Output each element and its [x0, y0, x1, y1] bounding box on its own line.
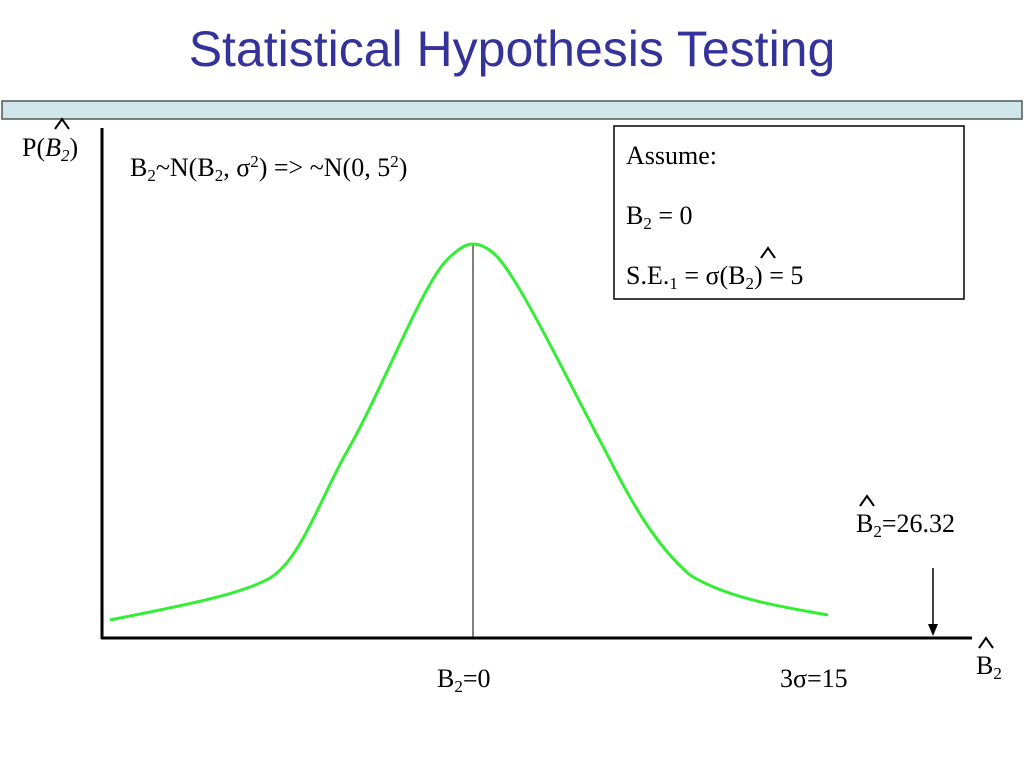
assume-heading: Assume:	[626, 141, 717, 170]
formula-part: 2	[250, 152, 259, 171]
header-band	[1, 100, 1023, 120]
formula-part: 2	[147, 166, 156, 185]
assume-part: B	[626, 201, 643, 230]
formula-part: ) => ~N(0, 5	[259, 153, 391, 182]
assume-part: = 0	[652, 201, 693, 230]
x-label-part: =0	[463, 664, 491, 693]
x-label-part: B	[437, 664, 454, 693]
label-part: P(	[22, 133, 45, 162]
x-label-part: 2	[454, 677, 463, 696]
formula: B2~N(B2, σ2) => ~N(0, 52)	[130, 152, 407, 185]
assume-part: 2	[643, 214, 652, 233]
formula-part: )	[399, 153, 408, 182]
label-part: )	[70, 133, 79, 162]
x-axis-label: B2	[976, 651, 1002, 683]
x-label-center: B2=0	[437, 664, 491, 696]
formula-part: , σ	[223, 153, 250, 182]
estimate-part: B	[856, 509, 873, 538]
assume-part: = σ(B	[678, 261, 746, 290]
formula-part: ~N(B	[156, 153, 215, 182]
x-axis-label-part: B	[976, 651, 993, 680]
assume-line: S.E.1 = σ(B2) = 5	[626, 261, 803, 293]
assume-part: S.E.	[626, 261, 669, 290]
assume-box	[613, 125, 965, 300]
estimate-part: 2	[873, 522, 882, 541]
label-part: 2	[61, 146, 70, 165]
formula-part: B	[130, 153, 147, 182]
formula-part: 2	[390, 152, 399, 171]
hat	[978, 636, 994, 649]
estimate-part: =26.32	[882, 509, 955, 538]
assume-part: 1	[669, 274, 678, 293]
arrowhead	[928, 624, 938, 636]
x-label-right: 3σ=15	[780, 664, 848, 693]
hat	[54, 117, 70, 130]
assume-part: 2	[746, 274, 755, 293]
assume-line: B2 = 0	[626, 201, 693, 233]
x-axis-label-part: 2	[993, 664, 1002, 683]
label-part: B	[45, 133, 61, 162]
normal-curve	[109, 242, 829, 622]
y-axis-label: P(B2)	[22, 133, 78, 165]
assume-part: ) = 5	[754, 261, 803, 290]
formula-part: 2	[215, 166, 224, 185]
estimate-label: B2=26.32	[856, 509, 955, 541]
hat	[859, 494, 875, 507]
hat	[760, 246, 776, 259]
title: Statistical Hypothesis Testing	[189, 21, 836, 77]
